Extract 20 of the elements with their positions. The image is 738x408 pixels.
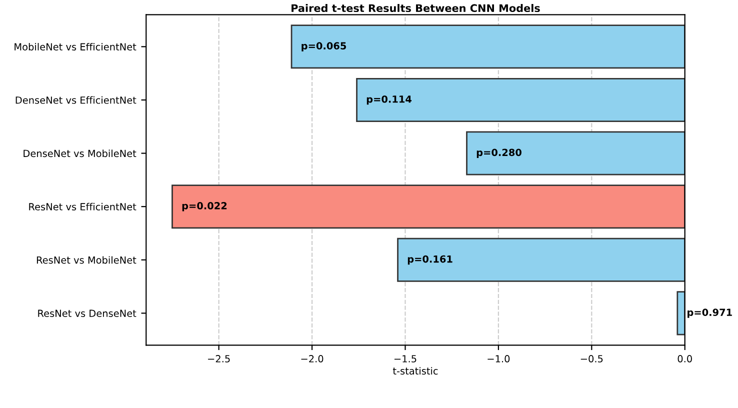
y-tick-label: DenseNet vs MobileNet <box>24 150 136 158</box>
x-axis-title: t-statistic <box>392 367 438 375</box>
x-tick-label: −1.5 <box>394 355 416 362</box>
annotation: p=0.161 <box>408 255 452 265</box>
y-tick-label: MobileNet vs EfficientNet <box>14 42 136 50</box>
annotation: p=0.022 <box>182 202 227 212</box>
x-tick-label: −0.5 <box>580 355 603 362</box>
annotation: p=0.065 <box>302 42 346 52</box>
y-tick-label: DenseNet vs EfficientNet <box>16 96 136 104</box>
annotation: p=0.971 <box>688 308 732 318</box>
chart-title: Paired t-test Results Between CNN Models <box>292 4 540 12</box>
x-tick-label: −2.0 <box>301 355 324 362</box>
y-tick-label: ResNet vs DenseNet <box>38 310 136 318</box>
x-tick-label: 0.0 <box>678 355 692 362</box>
x-tick-label: −1.0 <box>488 355 510 362</box>
annotation: p=0.280 <box>476 148 522 158</box>
y-tick-label: ResNet vs EfficientNet <box>29 202 136 210</box>
x-tick-label: −2.5 <box>208 355 230 362</box>
y-tick-label: ResNet vs MobileNet <box>36 256 136 264</box>
annotation: p=0.114 <box>366 95 412 105</box>
